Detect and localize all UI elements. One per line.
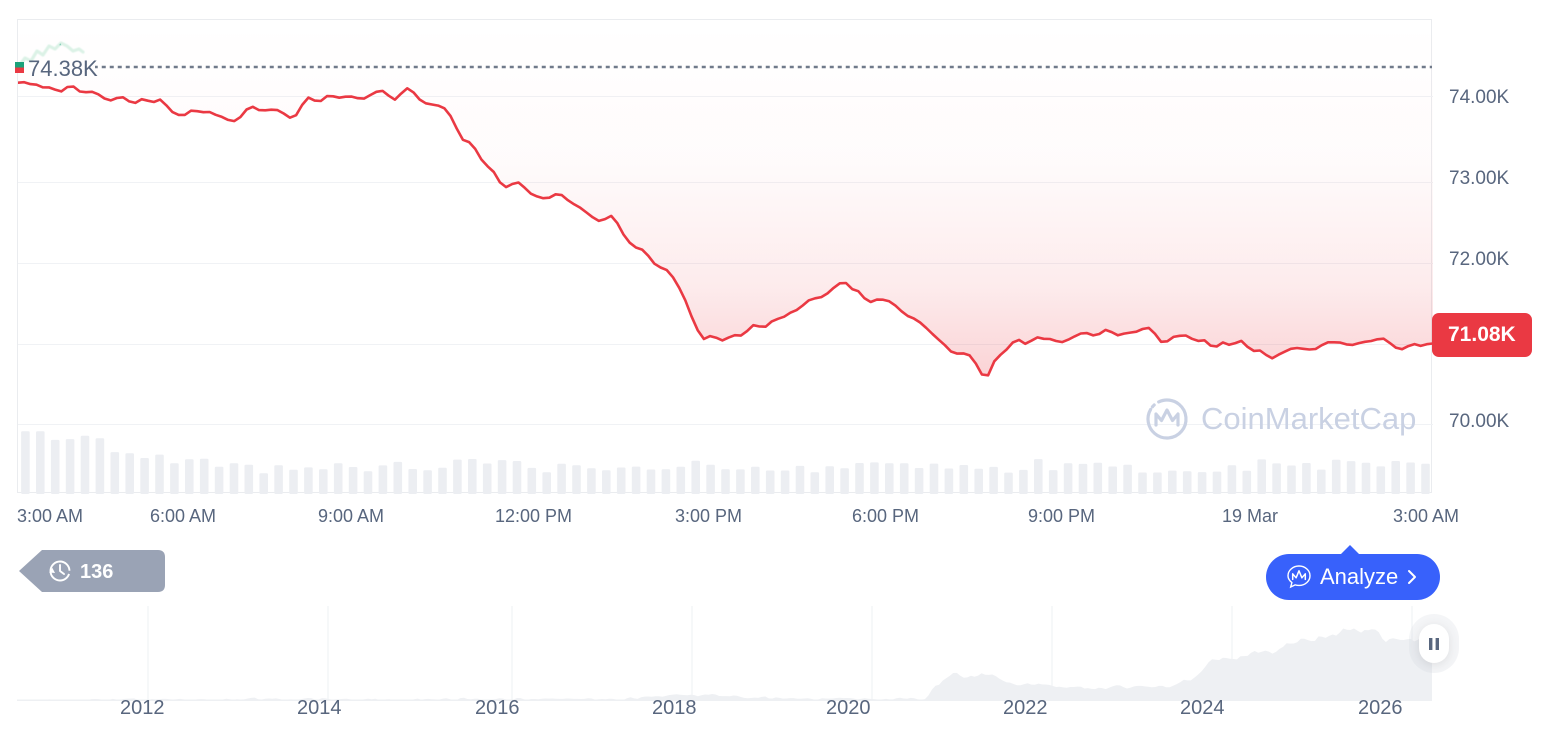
svg-text:136: 136 (80, 561, 113, 583)
